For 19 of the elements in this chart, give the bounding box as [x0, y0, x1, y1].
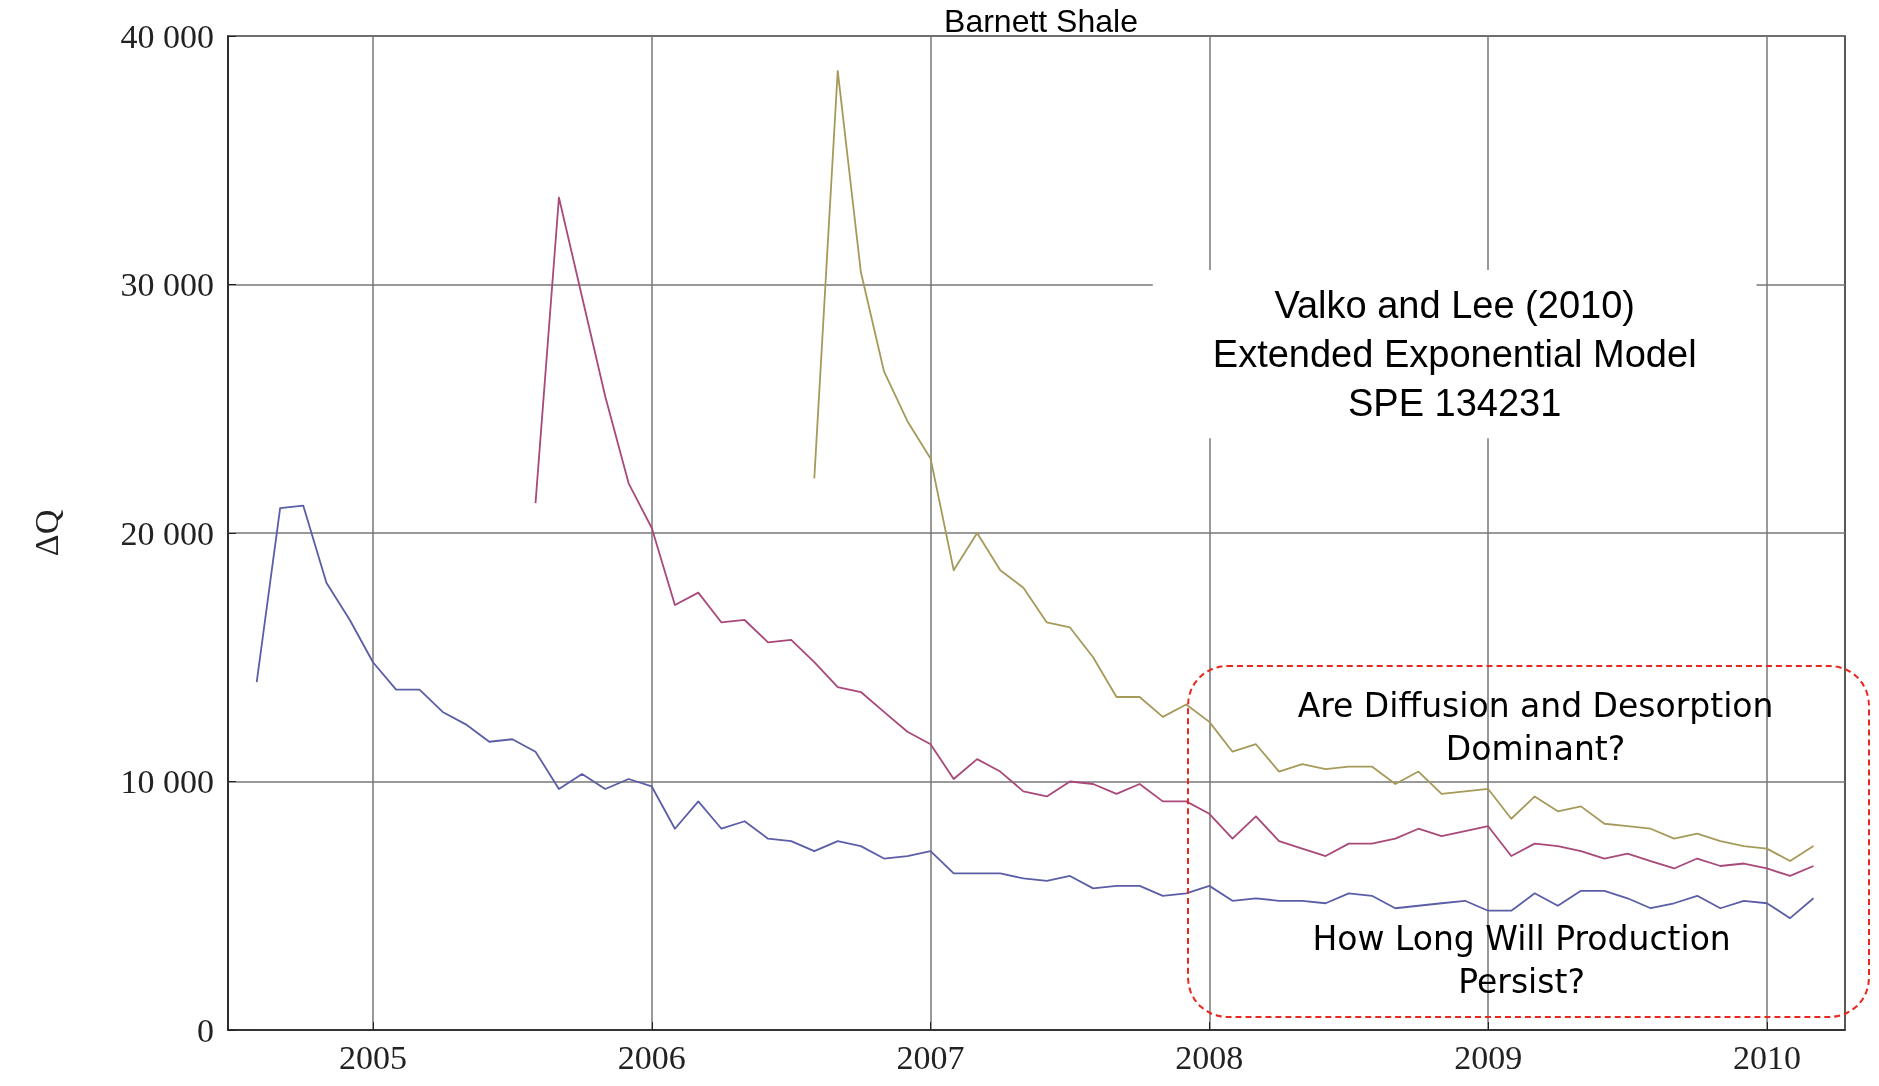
y-axis-title: ΔQ: [27, 509, 65, 557]
y-tick-label: 10 000: [120, 763, 214, 800]
x-tick-label: 2010: [1732, 1038, 1801, 1076]
y-tick-label: 0: [197, 1011, 214, 1049]
x-tick-label: 2009: [1454, 1038, 1523, 1076]
annotation: How Long Will Production Persist?: [1312, 919, 1731, 1002]
line-series: [534, 196, 1815, 877]
y-tick-label: 30 000: [120, 266, 214, 303]
x-tick-label: 2007: [896, 1038, 965, 1076]
y-tick-label: 40 000: [120, 17, 214, 55]
line-series: [813, 69, 1815, 862]
x-tick-label: 2005: [338, 1038, 407, 1076]
y-tick-label: 20 000: [120, 514, 214, 552]
chart-title: Barnett Shale: [944, 3, 1138, 39]
annotation: Are Diffusion and Desorption Dominant?: [1297, 685, 1774, 768]
x-tick-label: 2008: [1175, 1038, 1244, 1076]
line-series: [255, 504, 1815, 920]
x-tick-label: 2006: [617, 1038, 686, 1076]
annotation: Valko and Lee (2010) Extended Exponential Model SPE 134231: [1212, 283, 1697, 425]
